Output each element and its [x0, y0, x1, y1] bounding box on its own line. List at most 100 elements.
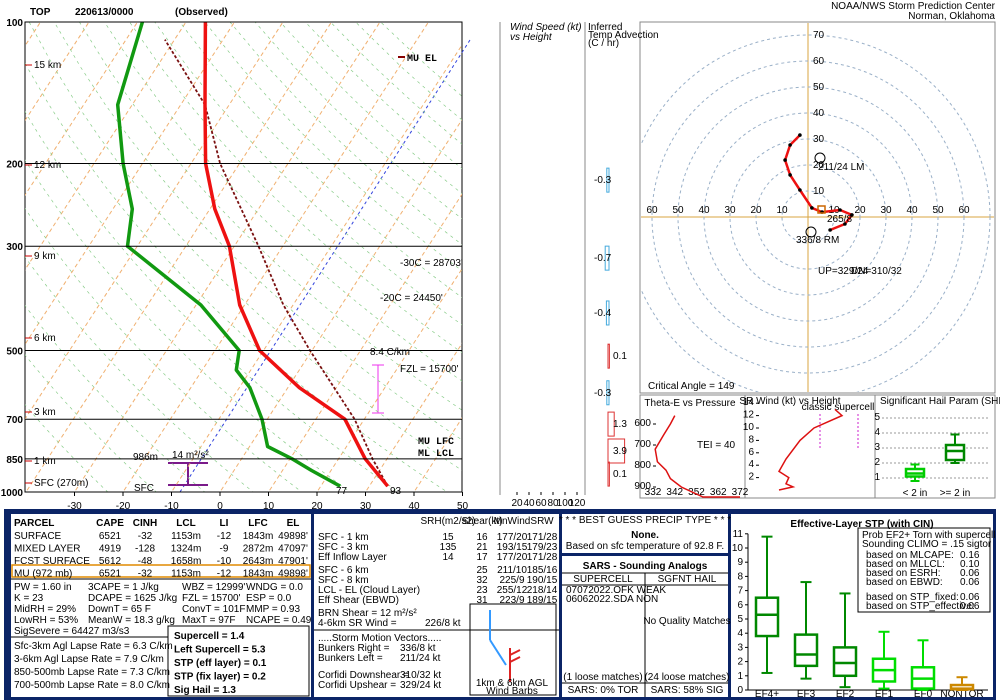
temp-label: 0: [217, 501, 223, 512]
kin-cell: 179/23: [527, 542, 558, 553]
kin-cell: 185/16: [527, 565, 558, 576]
pressure-label: 200: [6, 159, 23, 170]
stp-ylabel: 1: [737, 671, 743, 682]
stp-legend-value: 0.06: [960, 592, 980, 603]
advection-label: -0.3: [594, 388, 612, 399]
temp-label: 40: [408, 501, 420, 512]
isotherm: [122, 22, 429, 492]
hodo-ring-label: 40: [813, 108, 825, 119]
parcel-header: EL: [287, 518, 300, 529]
thetae-profile: [654, 415, 740, 498]
advection-label: -0.4: [594, 308, 612, 319]
temp-label: -20: [116, 501, 131, 512]
advection-title: (C / hr): [588, 38, 619, 49]
dry-adiabat: [25, 354, 157, 492]
parcel-header: LI: [220, 518, 229, 529]
stp-legend-label: based on MLCAPE:: [866, 550, 954, 561]
hodo-point: [843, 222, 847, 226]
sars-hail: SGFNT HAIL: [658, 574, 717, 585]
stp-ylabel: 2: [737, 657, 743, 668]
status: (Observed): [175, 7, 228, 18]
stp-legend-value: 0.06: [960, 601, 980, 612]
hodo-ring: [781, 190, 835, 244]
parcel-cell: -32: [138, 569, 153, 580]
stp-ylabel: 4: [737, 628, 743, 639]
thetae-title: Theta-E vs Pressure: [644, 398, 736, 409]
isotherm: [170, 44, 462, 492]
hodograph-frame: [639, 21, 996, 394]
wind-speed-label: 40: [523, 498, 535, 509]
parcel-cell: 47901': [278, 556, 308, 567]
kin-cell: 177/20: [497, 532, 528, 543]
wind-speed-label: 20: [511, 498, 523, 509]
dry-adiabat: [229, 22, 462, 246]
pressure-label: 300: [6, 242, 23, 253]
kin-cell: 32: [476, 575, 488, 586]
hodo-ring-label: 20: [854, 205, 866, 216]
hodo-ring-label: 20: [813, 160, 825, 171]
lapse-rate: 700-500mb Lapse Rate = 8.0 C/km: [14, 680, 170, 691]
advection-title: Temp Advection: [588, 30, 659, 41]
index: LowRH = 53%: [14, 615, 78, 626]
dn-label: DN=310/32: [851, 266, 902, 277]
barb-6km: [489, 639, 507, 666]
stp-legend-value: 0.16: [960, 550, 980, 561]
dry-adiabat: [25, 62, 448, 492]
hodo-ring: [677, 86, 939, 348]
thetae-xlabel: 332: [645, 487, 662, 498]
lapse-rate: Sfc-3km Agl Lapse Rate = 6.3 C/km: [14, 641, 173, 652]
precip-type: None.: [631, 530, 659, 541]
index: MMP = 0.93: [246, 604, 300, 615]
ship-ylabel: 4: [874, 427, 880, 438]
hodo-ring: [729, 138, 887, 296]
index: WNDG = 0.0: [246, 582, 303, 593]
dry-adiabat: [25, 207, 303, 492]
dewpoint-profile: [115, 22, 342, 488]
lapse-rate: 850-500mb Lapse Rate = 7.3 C/km: [14, 667, 170, 678]
thetae-ylabel: 900: [634, 481, 651, 492]
kin-cell: 17: [476, 552, 488, 563]
mean-label: 265/8: [827, 214, 852, 225]
dry-adiabat: [129, 22, 462, 354]
ship-ylabel: 3: [874, 442, 880, 453]
composite: STP (eff layer) = 0.1: [174, 658, 267, 669]
height-label: 12 km: [34, 160, 61, 171]
hodo-ring-label: 10: [813, 186, 825, 197]
motion-title: .....Storm Motion Vectors.....: [318, 633, 441, 644]
stp-ylabel: 7: [737, 586, 743, 597]
pressure-label: 500: [6, 347, 23, 358]
stp-ylabel: 0: [737, 685, 743, 696]
advection-bar: [606, 167, 610, 193]
barbs-caption: 1km & 6km AGL: [476, 678, 549, 689]
sars-loose: (1 loose matches): [563, 672, 642, 683]
dry-adiabat: [25, 305, 206, 492]
sfc-temp: 93: [390, 486, 402, 497]
minus30-height: -30C = 28703': [400, 258, 463, 269]
place: Norman, Oklahoma: [908, 11, 995, 22]
sars-match: 06062022.SDA NON: [566, 594, 658, 605]
org: NOAA/NWS Storm Prediction Center: [831, 1, 996, 12]
kin-cell: 14: [442, 552, 454, 563]
ship-frame: [874, 394, 996, 499]
wind-speed-title: vs Height: [510, 32, 553, 43]
parcel-cell: MU (972 mb): [14, 569, 72, 580]
advection-bar: [604, 245, 610, 271]
kin-cell: Eff Inflow Layer: [318, 552, 387, 563]
eff-base: 986m: [133, 452, 158, 463]
isotherm: [25, 22, 187, 271]
height-label: 3 km: [34, 407, 56, 418]
minus20-height: -20C = 24450': [380, 293, 443, 304]
kin-cell: 171/28: [527, 552, 558, 563]
parcel-cell: 2872m: [243, 544, 274, 555]
hodo-ring-label: 70: [813, 30, 825, 41]
kin-cell: 225/9: [499, 575, 524, 586]
stp-category: EF1: [875, 689, 894, 700]
thetae-ylabel: 700: [634, 439, 651, 450]
sars-result: SARS: 0% TOR: [568, 685, 639, 696]
stp-legend-label: based on EBWD:: [866, 577, 943, 588]
parcel-cell: 1153m: [171, 569, 201, 580]
wind-speed-title: Wind Speed (kt): [510, 22, 582, 33]
fzl: FZL = 15700': [400, 364, 459, 375]
hodo-point: [788, 143, 792, 147]
parcel-cell: MIXED LAYER: [14, 544, 81, 555]
